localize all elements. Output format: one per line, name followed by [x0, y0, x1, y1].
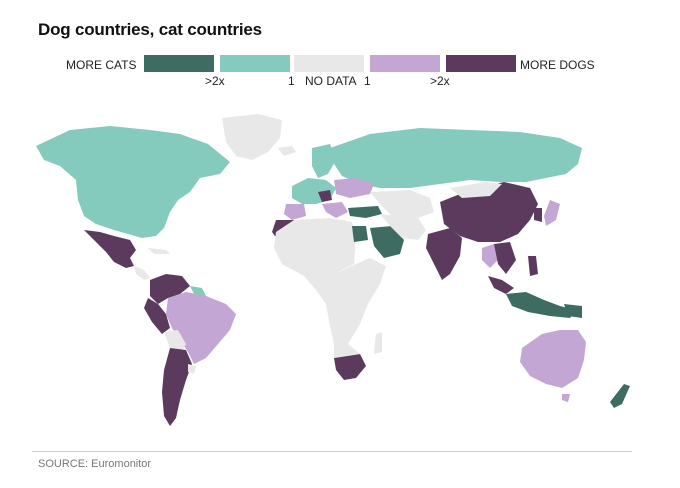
region-southern-africa: [334, 344, 360, 358]
region-japan: [544, 200, 560, 226]
legend-tick-dogs-2x: >2x: [430, 74, 450, 88]
region-korea: [534, 208, 542, 222]
region-eastern-europe: [334, 178, 374, 198]
region-tasmania: [562, 394, 570, 402]
legend-tick-dogs-1: 1: [364, 74, 371, 88]
region-new-zealand: [610, 384, 630, 408]
region-iceland: [278, 146, 296, 156]
region-papua: [564, 304, 582, 318]
legend-swatch-dogs-1: [370, 55, 440, 72]
legend-more-cats-label: MORE CATS: [66, 58, 137, 72]
region-bolivia: [164, 330, 186, 354]
region-central-europe: [318, 190, 332, 202]
region-scandinavia: [312, 144, 336, 178]
region-caribbean: [148, 248, 170, 254]
region-saudi-arabia: [370, 226, 404, 258]
world-map-svg: [36, 114, 630, 426]
region-indochina: [494, 242, 516, 274]
region-mexico: [84, 230, 136, 268]
region-madagascar: [374, 332, 382, 354]
legend-tick-no-data: NO DATA: [305, 74, 357, 88]
region-central-america: [134, 266, 150, 280]
footer-divider: [32, 451, 632, 452]
legend-swatch-no-data: [294, 55, 364, 72]
region-mongolia: [450, 182, 502, 198]
region-egypt: [352, 226, 368, 242]
region-central-asia: [370, 190, 434, 218]
legend-tick-cats-2x: >2x: [205, 74, 225, 88]
region-balkans: [322, 202, 348, 218]
region-north-america: [36, 126, 230, 238]
region-guianas: [190, 286, 206, 296]
legend-swatch-dogs-2x: [446, 55, 516, 72]
region-thailand: [482, 244, 498, 268]
region-central-africa: [304, 258, 386, 344]
region-northern-south-america: [150, 274, 190, 304]
region-north-africa: [274, 218, 356, 276]
region-middle-east: [380, 214, 426, 240]
region-russia: [330, 128, 582, 188]
region-argentina: [162, 348, 192, 426]
legend-more-dogs-label: MORE DOGS: [520, 58, 595, 72]
region-iberia: [284, 204, 306, 220]
legend-swatch-cats-2x: [144, 55, 214, 72]
legend: MORE CATS MORE DOGS >2x 1 NO DATA 1 >2x: [0, 54, 680, 90]
map-title: Dog countries, cat countries: [38, 20, 262, 39]
region-malaysia: [488, 276, 514, 294]
region-brazil: [166, 292, 236, 364]
source-note: SOURCE: Euromonitor: [38, 458, 152, 470]
world-map: [30, 108, 650, 448]
region-south-africa: [334, 354, 366, 380]
region-uruguay: [188, 364, 196, 374]
region-turkey: [348, 206, 382, 218]
region-indonesia: [506, 292, 576, 318]
region-india: [426, 228, 462, 280]
region-australia: [520, 330, 586, 388]
region-greenland: [222, 114, 282, 160]
region-philippines: [528, 256, 538, 276]
region-peru: [144, 298, 170, 334]
legend-tick-cats-1: 1: [288, 74, 295, 88]
legend-swatch-cats-1: [220, 55, 290, 72]
